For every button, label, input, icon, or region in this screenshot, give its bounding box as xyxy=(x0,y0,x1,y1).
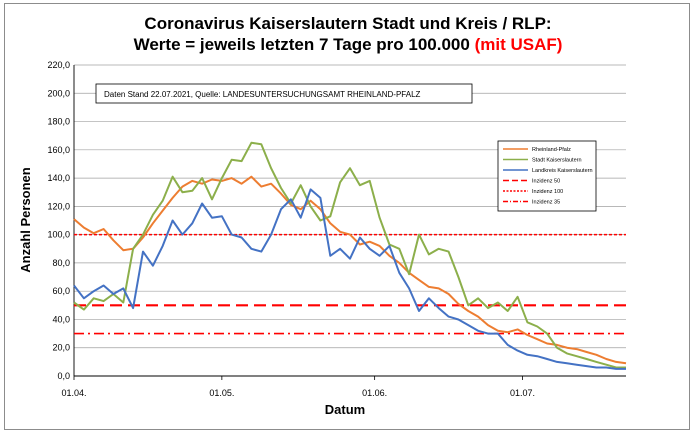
y-tick-labels: 0,0 20,0 40,0 60,0 80,0 100,0 120,0 140,0 160,0 1… xyxy=(47,60,70,381)
x-tick-label: 01.05. xyxy=(209,388,234,398)
legend-label: Stadt Kaiserslautern xyxy=(532,158,582,164)
legend: Rheinland-Pfalz Stadt Kaiserslautern Landk… xyxy=(497,140,597,212)
series-line xyxy=(73,175,627,365)
y-tick-label: 120,0 xyxy=(47,201,70,211)
y-tick-label: 20,0 xyxy=(52,343,70,353)
legend-label: Inzidenz 35 xyxy=(532,200,560,206)
x-tick-label: 01.04. xyxy=(61,388,86,398)
y-axis-title: Anzahl Personen xyxy=(18,167,33,273)
y-tick-label: 0,0 xyxy=(57,371,70,381)
chart-title-line1: Coronavirus Kaiserslautern Stadt und Kre… xyxy=(144,14,551,33)
y-tick-label: 140,0 xyxy=(47,173,70,183)
y-tick-label: 160,0 xyxy=(47,145,70,155)
legend-label: Landkreis Kaiserslautern xyxy=(532,168,593,174)
legend-label: Inzidenz 100 xyxy=(532,189,563,195)
x-axis-title: Datum xyxy=(325,402,365,417)
y-tick-label: 60,0 xyxy=(52,286,70,296)
chart-title-highlight: (mit USAF) xyxy=(475,35,563,54)
grid xyxy=(73,64,626,377)
y-tick-label: 40,0 xyxy=(52,314,70,324)
legend-label: Rheinland-Pfalz xyxy=(532,147,571,153)
y-tick-label: 200,0 xyxy=(47,88,70,98)
y-tick-label: 180,0 xyxy=(47,117,70,127)
chart-frame xyxy=(4,3,690,430)
data-lines xyxy=(73,141,627,370)
reference-lines xyxy=(74,233,626,335)
x-tick-labels: 01.04. 01.05. 01.06. 01.07. xyxy=(61,376,535,398)
y-tick-label: 80,0 xyxy=(52,258,70,268)
source-note: Daten Stand 22.07.2021, Quelle: LANDESUN… xyxy=(95,83,473,104)
chart-title-main: Werte = jeweils letzten 7 Tage pro 100.0… xyxy=(134,35,470,54)
legend-box xyxy=(497,140,597,212)
y-tick-label: 100,0 xyxy=(47,230,70,240)
series-line xyxy=(73,141,626,369)
source-note-box xyxy=(95,83,473,104)
chart-title-line2: Werte = jeweils letzten 7 Tage pro 100.0… xyxy=(134,35,563,54)
series-line xyxy=(73,188,626,370)
x-tick-label: 01.07. xyxy=(510,388,535,398)
source-note-text: Daten Stand 22.07.2021, Quelle: LANDESUN… xyxy=(104,90,421,99)
x-tick-label: 01.06. xyxy=(362,388,387,398)
y-tick-label: 220,0 xyxy=(47,60,70,70)
legend-label: Inzidenz 50 xyxy=(532,179,560,185)
